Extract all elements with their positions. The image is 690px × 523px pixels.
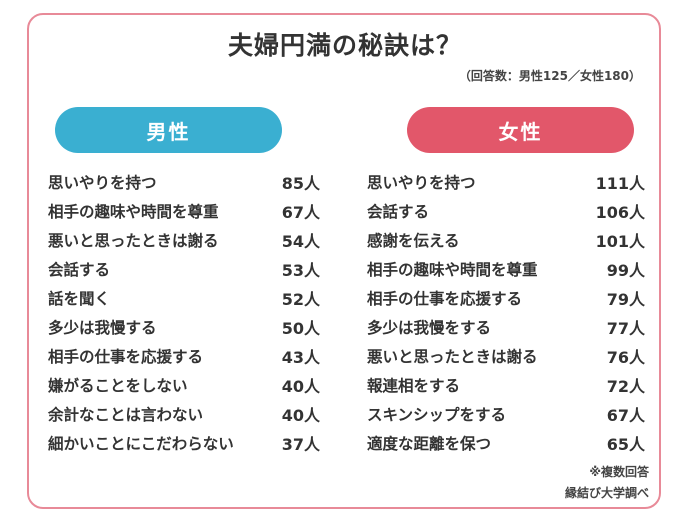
female-row-label: 報連相をする [367,376,461,395]
male-row-count: 52人 [281,289,320,309]
female-row-count: 101人 [595,231,645,251]
male-row-label: 余計なことは言わない [48,405,204,424]
female-row-count: 76人 [606,347,645,367]
female-row-2: 会話する 106人 [367,196,645,225]
male-row-label: 相手の仕事を応援する [48,347,204,366]
female-row-count: 106人 [595,202,645,222]
male-row-2: 相手の趣味や時間を尊重 67人 [48,196,320,225]
female-row-label: 多少は我慢をする [367,318,492,337]
male-row-label: 思いやりを持つ [48,173,157,192]
female-row-label: 悪いと思ったときは謝る [367,347,538,366]
multiple-answer-note: ※複数回答 [589,465,649,479]
male-header-label: 男性 [146,119,191,144]
male-row-label: 話を聞く [48,289,111,308]
male-row-5: 話を聞く 52人 [48,283,320,312]
female-row-label: 思いやりを持つ [367,173,476,192]
female-row-count: 67人 [606,405,645,425]
female-row-1: 思いやりを持つ 111人 [367,167,645,196]
male-row-label: 相手の趣味や時間を尊重 [48,202,219,221]
male-row-count: 54人 [281,231,320,251]
female-row-3: 感謝を伝える 101人 [367,225,645,254]
male-row-count: 67人 [281,202,320,222]
card-frame [27,13,661,509]
male-row-label: 細かいことにこだわらない [48,434,234,453]
female-row-count: 99人 [606,260,645,280]
female-row-label: 相手の趣味や時間を尊重 [367,260,538,279]
male-row-3: 悪いと思ったときは謝る 54人 [48,225,320,254]
chart-title: 夫婦円満の秘訣は？ [227,31,462,60]
male-row-9: 余計なことは言わない 40人 [48,399,320,428]
female-row-count: 72人 [606,376,645,396]
male-row-1: 思いやりを持つ 85人 [48,167,320,196]
female-header-pill: 女性 [407,107,634,153]
female-ranking-list: 思いやりを持つ 111人会話する 106人感謝を伝える 101人相手の趣味や時間を尊重… [367,167,645,457]
female-row-7: 悪いと思ったときは謝る 76人 [367,341,645,370]
source-credit: 縁結び大学調べ [564,486,649,500]
female-row-label: 会話する [367,202,430,221]
male-row-count: 40人 [281,405,320,425]
female-row-label: 相手の仕事を応援する [367,289,523,308]
male-row-7: 相手の仕事を応援する 43人 [48,341,320,370]
female-row-9: スキンシップをする 67人 [367,399,645,428]
male-header-pill: 男性 [55,107,282,153]
male-row-label: 悪いと思ったときは謝る [48,231,219,250]
female-row-label: スキンシップをする [367,405,507,424]
female-row-4: 相手の趣味や時間を尊重 99人 [367,254,645,283]
male-row-count: 43人 [281,347,320,367]
male-row-count: 37人 [281,434,320,454]
female-row-6: 多少は我慢をする 77人 [367,312,645,341]
female-row-label: 適度な距離を保つ [367,434,492,453]
male-row-count: 50人 [281,318,320,338]
female-row-5: 相手の仕事を応援する 79人 [367,283,645,312]
male-row-count: 85人 [281,173,320,193]
female-row-count: 65人 [606,434,645,454]
female-row-10: 適度な距離を保つ 65人 [367,428,645,457]
male-row-4: 会話する 53人 [48,254,320,283]
male-row-6: 多少は我慢する 50人 [48,312,320,341]
male-ranking-list: 思いやりを持つ 85人相手の趣味や時間を尊重 67人悪いと思ったときは謝る 54人会話… [48,167,320,457]
male-row-count: 53人 [281,260,320,280]
female-header-label: 女性 [498,119,543,144]
female-row-count: 111人 [595,173,645,193]
male-row-label: 会話する [48,260,111,279]
male-row-label: 嫌がることをしない [48,376,188,395]
female-row-count: 79人 [606,289,645,309]
female-row-label: 感謝を伝える [367,231,460,250]
male-row-8: 嫌がることをしない 40人 [48,370,320,399]
male-row-label: 多少は我慢する [48,318,157,337]
female-row-count: 77人 [606,318,645,338]
male-row-count: 40人 [281,376,320,396]
respondent-count: （回答数：男性125／女性180） [458,69,641,83]
male-row-10: 細かいことにこだわらない 37人 [48,428,320,457]
female-row-8: 報連相をする 72人 [367,370,645,399]
